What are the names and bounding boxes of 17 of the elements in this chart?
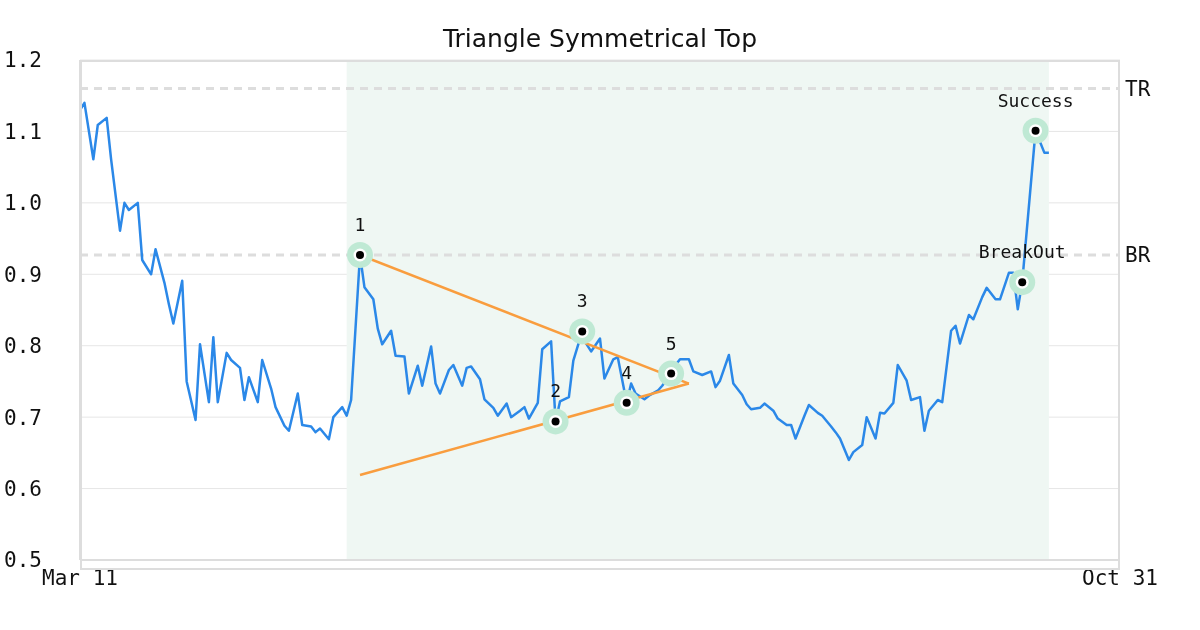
chart-title: Triangle Symmetrical Top [441,24,759,53]
annotation: 1 [354,214,366,235]
y-tick-label: 1.2 [4,48,42,73]
annotation: Success [997,89,1074,111]
y-tick-label: 0.6 [4,477,42,502]
y-tick-label: 1.1 [4,119,42,144]
annotation: 4 [621,361,633,383]
y-tick-label: 1.0 [4,191,42,216]
annotation: 3 [576,290,588,312]
y-tick-label: 0.7 [4,405,42,430]
y-tick-label: 0.9 [4,262,42,287]
annotation: 5 [665,332,677,354]
x-tick-label: Oct 31 [1082,565,1158,590]
y-tick-label: 0.5 [4,548,42,573]
ref-line-label: TR [1125,77,1151,102]
ref-line-label: BR [1125,243,1151,268]
y-tick-label: 0.8 [4,334,42,359]
